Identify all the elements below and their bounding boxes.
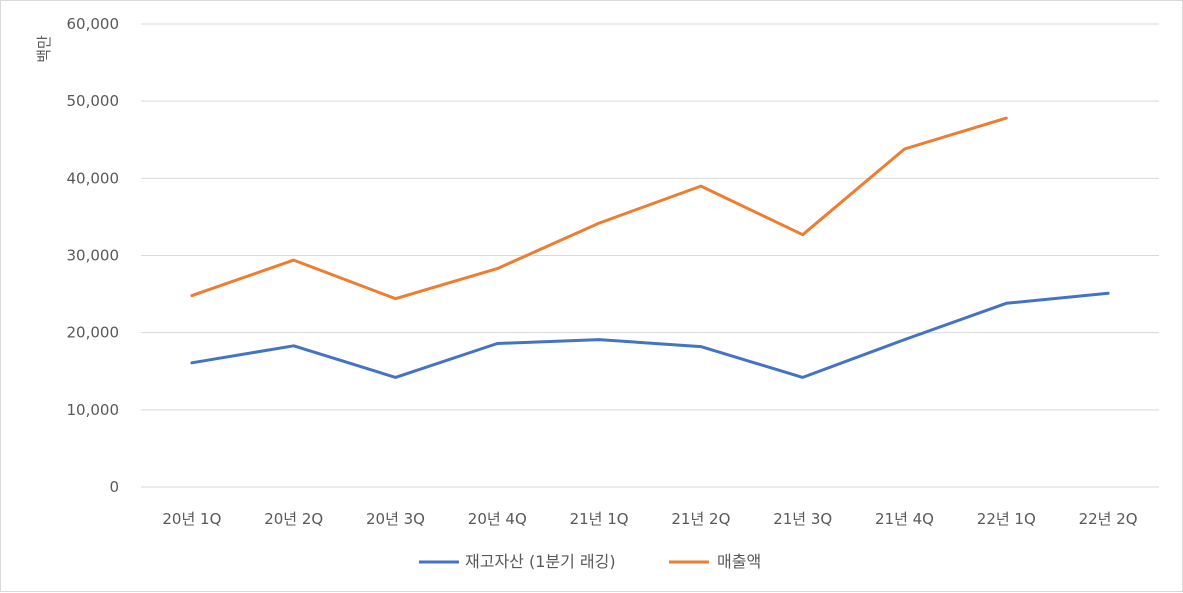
- y-tick-label: 40,000: [67, 169, 120, 187]
- x-tick-label: 21년 1Q: [570, 510, 629, 528]
- x-tick-label: 21년 3Q: [773, 510, 832, 528]
- y-tick-label: 20,000: [67, 324, 120, 342]
- y-tick-label: 10,000: [67, 401, 120, 419]
- x-tick-label: 20년 2Q: [264, 510, 323, 528]
- x-tick-label: 21년 2Q: [671, 510, 730, 528]
- x-tick-label: 20년 1Q: [162, 510, 221, 528]
- series-lines: [190, 116, 1110, 379]
- x-tick-label: 21년 4Q: [875, 510, 934, 528]
- series-line-0: [190, 291, 1110, 379]
- y-axis-ticks: 0 10,000 20,000 30,000 40,000 50,000 60,000: [67, 15, 120, 496]
- x-axis-ticks: 20년 1Q 20년 2Q 20년 3Q 20년 4Q 21년 1Q 21년 2Q 21년 …: [162, 510, 1137, 528]
- legend: 재고자산 (1분기 래깅) 매출액: [419, 552, 761, 571]
- y-axis-label: 백만: [35, 35, 53, 63]
- y-tick-label: 60,000: [67, 15, 120, 33]
- y-tick-label: 0: [109, 478, 119, 496]
- x-tick-label: 22년 2Q: [1079, 510, 1138, 528]
- x-tick-label: 20년 3Q: [366, 510, 425, 528]
- x-tick-label: 22년 1Q: [977, 510, 1036, 528]
- legend-label: 재고자산 (1분기 래깅): [465, 552, 616, 571]
- y-tick-label: 30,000: [67, 247, 120, 265]
- series-line-1: [190, 116, 1008, 301]
- x-tick-label: 20년 4Q: [468, 510, 527, 528]
- y-tick-label: 50,000: [67, 92, 120, 110]
- gridlines: [141, 23, 1159, 488]
- legend-label: 매출액: [717, 552, 761, 571]
